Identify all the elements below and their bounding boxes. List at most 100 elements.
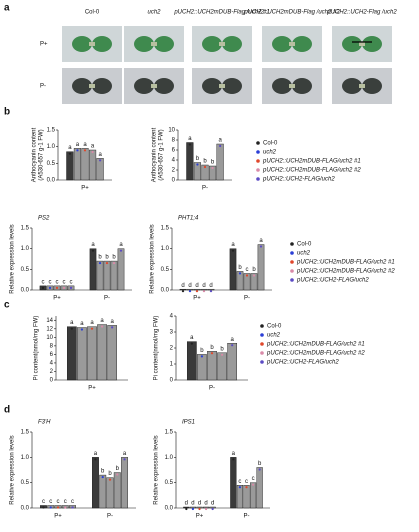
cotyledon [342,36,362,52]
bar-dot [231,249,235,252]
bar-dot [190,342,193,345]
bar-dot [200,355,204,358]
bar [196,506,203,509]
x-tick-label: P- [244,296,250,302]
photo-row-label: P+ [40,42,48,48]
significance-letter: c [252,476,255,482]
bar-dot [220,353,224,356]
legend-label: pUCH2::UCH2mDUB-FLAG/uch2 #1 [266,342,365,348]
bar-dot [94,458,97,461]
hypocotyl [89,42,95,46]
bar [96,260,104,291]
bar [201,164,209,181]
y-axis-label: Anthocyanin content [32,127,38,182]
significance-letter: a [80,321,84,327]
bar-dot [55,286,59,289]
y-tick-label: 6 [50,352,54,358]
hypocotyl [151,42,157,46]
y-tick-label: 1.5 [47,128,56,134]
significance-letter: c [42,279,45,285]
y-axis-label: Relative expression levels [10,435,16,504]
significance-letter: d [204,501,207,507]
legend-label: uch2 [297,251,311,257]
bar [88,149,97,181]
significance-letter: b [211,160,215,166]
bar [77,327,87,381]
panel-label: d [4,405,10,416]
significance-letter: c [246,267,249,273]
photo-column-label: Col-0 [85,10,100,16]
significance-letter: a [110,319,114,325]
bar-dot [211,166,214,170]
bar [193,162,202,181]
y-axis-label: Anthocyanin content [152,127,158,182]
bar-dot [119,249,123,252]
bar-dot [181,290,185,293]
bar-dot [70,327,73,330]
bar [97,324,107,381]
legend-label: pUCH2::UCH2mDUB-FLAG/uch2 #2 [296,269,395,275]
cotyledon [292,78,312,94]
significance-letter: a [94,451,98,457]
bar-dot [204,507,208,511]
bar-dot [76,149,79,152]
significance-letter: a [70,320,74,326]
bar [216,143,224,181]
bar-dot [108,478,112,481]
chart-title: PHT1;4 [178,216,199,222]
bar-dot [238,272,242,275]
legend-marker [256,168,260,172]
significance-letter: a [83,142,87,148]
y-axis-label: Relative expression levels [10,224,16,293]
x-tick-label: P- [202,186,208,192]
significance-letter: a [91,144,95,150]
x-tick-label: P+ [193,296,201,302]
bar [243,485,250,509]
bar-dot [210,352,214,355]
significance-letter: c [64,499,67,505]
bar-dot [111,326,114,329]
bar-dot [49,506,52,509]
bar [209,506,216,509]
bar-dot [105,261,109,265]
bar [99,474,107,509]
significance-letter: b [200,348,204,354]
legend-label: Col-0 [263,141,278,147]
x-tick-label: P- [107,514,113,520]
legend-label: pUCH2::UCH2-FLAG/uch2 [266,360,339,366]
bar [236,485,244,509]
significance-letter: a [188,136,192,142]
bar [197,354,207,381]
cotyledon [202,78,222,94]
significance-letter: d [209,283,212,289]
significance-letter: b [101,469,105,475]
significance-letter: b [196,156,200,162]
significance-letter: a [76,142,80,148]
chart-title: F3'H [38,420,51,426]
significance-letter: b [238,265,242,271]
bar-dot [112,261,116,265]
photo-column-label: pUCH2::UCH2mDUB-Flag /uch2 #2 [243,10,340,16]
bar-dot [71,506,74,509]
bar-dot [259,245,263,248]
bar-dot [100,325,104,328]
legend-label: Col-0 [297,242,312,248]
bar-dot [232,458,235,461]
hypocotyl [219,84,225,88]
y-tick-label: 1.5 [21,226,30,232]
bar [91,457,99,509]
y-tick-label: 0.5 [21,267,30,273]
significance-letter: a [123,451,127,457]
cotyledon [362,36,382,52]
significance-letter: b [116,466,120,472]
y-tick-label: 1.5 [21,430,30,436]
y-axis-label: Pi content(nmol/mg FW) [34,316,40,381]
y-tick-label: 0.0 [161,288,170,294]
bar [250,273,258,291]
bar-dot [231,344,234,347]
cotyledon [342,78,362,94]
legend-marker [260,333,264,337]
significance-letter: c [63,279,66,285]
bar-dot [219,144,222,148]
